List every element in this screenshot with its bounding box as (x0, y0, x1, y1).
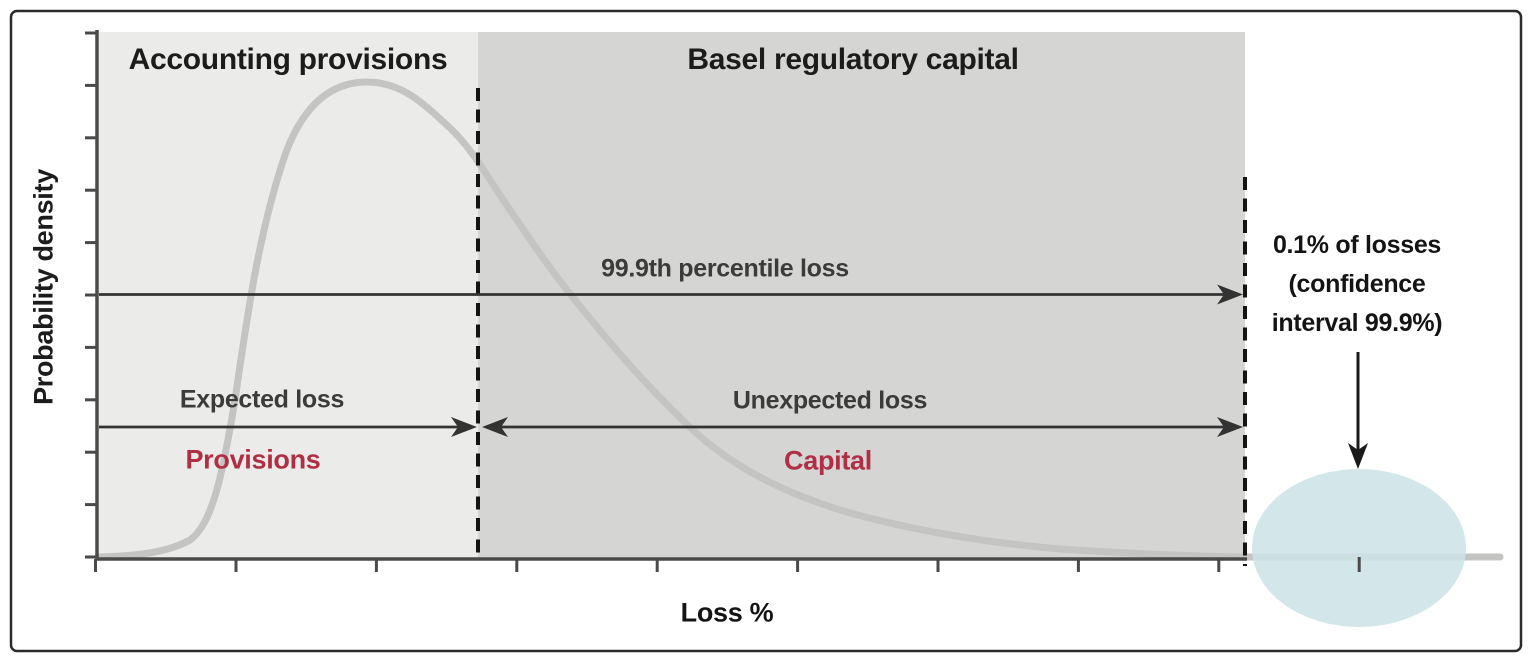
figure-frame (9, 9, 1523, 653)
arrowhead-right-icon (451, 417, 477, 437)
tail-pointer-arrow (1348, 352, 1368, 469)
expected-loss-arrow (99, 417, 477, 437)
arrowhead-down-icon (1348, 443, 1368, 469)
expected-loss-label: Expected loss (179, 385, 345, 414)
region-title-capital: Basel regulatory capital (687, 43, 1019, 76)
unexpected-loss-label: Unexpected loss (732, 386, 928, 415)
tail-annotation: 0.1% of losses (confidence interval 99.9… (1272, 226, 1443, 343)
y-axis-label: Probability density (28, 169, 59, 405)
arrowhead-left-icon (482, 417, 508, 437)
tail-annotation-line1: 0.1% of losses (1272, 231, 1442, 259)
x-axis-label: Loss % (680, 597, 774, 628)
x-axis-ticks (94, 557, 1361, 572)
region-title-provisions: Accounting provisions (128, 43, 448, 76)
provisions-label: Provisions (185, 444, 321, 475)
y-axis-ticks (85, 31, 97, 559)
arrowhead-right-icon (1217, 284, 1243, 305)
tail-annotation-line3: interval 99.9%) (1271, 309, 1443, 337)
density-curve (95, 78, 1504, 561)
tail-ellipse (1252, 469, 1466, 627)
unexpected-loss-arrow (482, 417, 1243, 437)
arrowhead-right-icon (1217, 417, 1243, 437)
capital-label: Capital (784, 445, 872, 476)
percentile-arrow (99, 284, 1243, 305)
tail-annotation-line2: (confidence (1288, 270, 1426, 298)
percentile-arrow-label: 99.9th percentile loss (601, 254, 849, 283)
